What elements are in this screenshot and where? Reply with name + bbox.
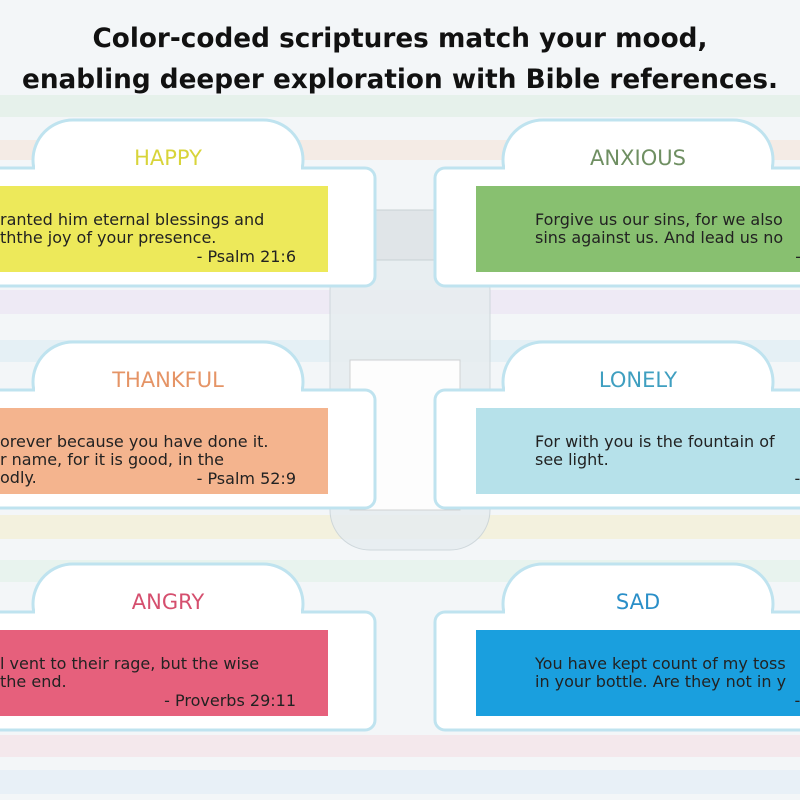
scripture-reference: - P (794, 469, 800, 488)
card-color (476, 630, 800, 716)
scripture-line: see light. (535, 450, 609, 469)
title-line: Color-coded scriptures match your mood, (93, 23, 708, 54)
scripture-reference: - Psalm 52:9 (197, 469, 296, 488)
scripture-line: You have kept count of my toss (534, 654, 786, 673)
card-color (0, 408, 328, 494)
scripture-line: odly. (0, 468, 37, 487)
card-color (476, 408, 800, 494)
card-tab-cover (505, 166, 771, 174)
scripture-line: in your bottle. Are they not in y (535, 672, 786, 691)
card-color (0, 186, 328, 272)
scripture-line: ranted him eternal blessings and (0, 210, 264, 229)
card-tab-cover (505, 610, 771, 618)
scripture-line: r name, for it is good, in the (0, 450, 224, 469)
card-tab-cover (35, 166, 301, 174)
scripture-reference: - Psalm 21:6 (197, 247, 296, 266)
card-label: ANGRY (132, 590, 205, 614)
scripture-reference: - L (795, 247, 800, 266)
card-label: LONELY (599, 368, 677, 392)
card-label: ANXIOUS (590, 146, 686, 170)
scripture-line: the end. (0, 672, 67, 691)
card-tab-cover (35, 388, 301, 396)
scripture-line: For with you is the fountain of (535, 432, 775, 451)
scripture-line: Forgive us our sins, for we also (535, 210, 783, 229)
card-color (0, 630, 328, 716)
scripture-line: ththe joy of your presence. (0, 228, 216, 247)
card-label: HAPPY (134, 146, 202, 170)
scripture-line: orever because you have done it. (0, 432, 269, 451)
card-tab-cover (505, 388, 771, 396)
card-label: SAD (616, 590, 660, 614)
card-tab-cover (35, 610, 301, 618)
scripture-reference: - P (794, 691, 800, 710)
card-label: THANKFUL (111, 368, 224, 392)
title-line: enabling deeper exploration with Bible r… (22, 64, 778, 95)
scripture-line: sins against us. And lead us no (535, 228, 783, 247)
card-color (476, 186, 800, 272)
scripture-line: l vent to their rage, but the wise (0, 654, 259, 673)
scripture-reference: - Proverbs 29:11 (164, 691, 296, 710)
